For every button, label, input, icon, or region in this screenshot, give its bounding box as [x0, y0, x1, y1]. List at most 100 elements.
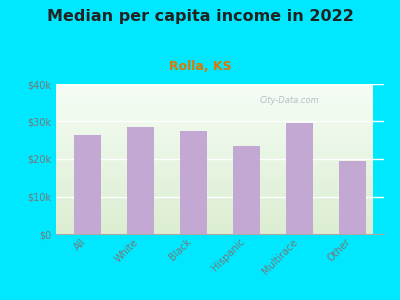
Bar	[56, 138, 374, 139]
Bar	[56, 119, 374, 120]
Bar	[56, 103, 374, 104]
Bar	[286, 123, 313, 234]
Bar	[56, 131, 374, 133]
Bar	[56, 97, 374, 98]
Bar	[56, 159, 374, 160]
Bar	[56, 169, 374, 170]
Bar	[56, 198, 374, 199]
Bar	[56, 118, 374, 119]
Bar	[56, 86, 374, 88]
Bar	[56, 203, 374, 204]
Bar	[56, 190, 374, 191]
Bar	[56, 161, 374, 163]
Bar	[56, 184, 374, 185]
Bar	[56, 229, 374, 230]
Bar	[56, 165, 374, 166]
Bar	[56, 92, 374, 93]
Bar	[56, 164, 374, 165]
Bar	[127, 127, 154, 234]
Bar	[56, 193, 374, 194]
Bar	[56, 232, 374, 233]
Bar	[338, 161, 366, 234]
Bar	[56, 206, 374, 208]
Bar	[56, 233, 374, 234]
Bar	[56, 104, 374, 105]
Bar	[56, 170, 374, 172]
Bar	[56, 214, 374, 215]
Text: Median per capita income in 2022: Median per capita income in 2022	[46, 9, 354, 24]
Bar	[56, 208, 374, 209]
Bar	[56, 130, 374, 131]
Bar	[56, 120, 374, 122]
Bar	[56, 99, 374, 100]
Bar	[56, 218, 374, 219]
Bar	[56, 228, 374, 229]
Bar	[56, 213, 374, 214]
Bar	[56, 174, 374, 175]
Bar	[56, 219, 374, 220]
Bar	[56, 204, 374, 205]
Bar	[56, 106, 374, 108]
Bar	[56, 109, 374, 110]
Bar	[56, 89, 374, 90]
Bar	[56, 173, 374, 174]
Bar	[56, 115, 374, 116]
Bar	[56, 194, 374, 195]
Bar	[56, 187, 374, 188]
Bar	[56, 110, 374, 112]
Bar	[56, 140, 374, 142]
Bar	[56, 84, 374, 85]
Bar	[56, 116, 374, 118]
Bar	[56, 145, 374, 146]
Bar	[56, 191, 374, 193]
Bar	[74, 135, 102, 234]
Bar	[56, 153, 374, 154]
Bar	[56, 146, 374, 148]
Bar	[56, 105, 374, 106]
Bar	[56, 167, 374, 168]
Bar	[56, 152, 374, 153]
Bar	[56, 183, 374, 184]
Bar	[56, 129, 374, 130]
Bar	[56, 150, 374, 152]
Bar	[56, 134, 374, 135]
Bar	[56, 143, 374, 144]
Bar	[56, 172, 374, 173]
Bar	[56, 179, 374, 180]
Bar	[56, 210, 374, 211]
Text: City-Data.com: City-Data.com	[259, 96, 319, 105]
Bar	[56, 136, 374, 138]
Bar	[233, 146, 260, 234]
Bar	[180, 131, 207, 234]
Bar	[56, 205, 374, 206]
Bar	[56, 202, 374, 203]
Bar	[56, 148, 374, 149]
Bar	[56, 94, 374, 95]
Bar	[56, 180, 374, 181]
Bar	[56, 127, 374, 128]
Bar	[56, 178, 374, 179]
Bar	[56, 144, 374, 145]
Bar	[56, 176, 374, 178]
Bar	[56, 90, 374, 92]
Bar	[56, 163, 374, 164]
Bar	[56, 221, 374, 223]
Bar	[56, 199, 374, 200]
Bar	[56, 88, 374, 89]
Bar	[56, 217, 374, 218]
Bar	[56, 154, 374, 155]
Bar	[56, 100, 374, 101]
Bar	[56, 220, 374, 221]
Bar	[56, 157, 374, 158]
Bar	[56, 149, 374, 150]
Bar	[56, 168, 374, 169]
Bar	[56, 226, 374, 228]
Bar	[56, 200, 374, 202]
Bar	[56, 230, 374, 232]
Bar	[56, 185, 374, 187]
Bar	[56, 189, 374, 190]
Bar	[56, 155, 374, 157]
Bar	[56, 123, 374, 124]
Bar	[56, 196, 374, 198]
Bar	[56, 223, 374, 224]
